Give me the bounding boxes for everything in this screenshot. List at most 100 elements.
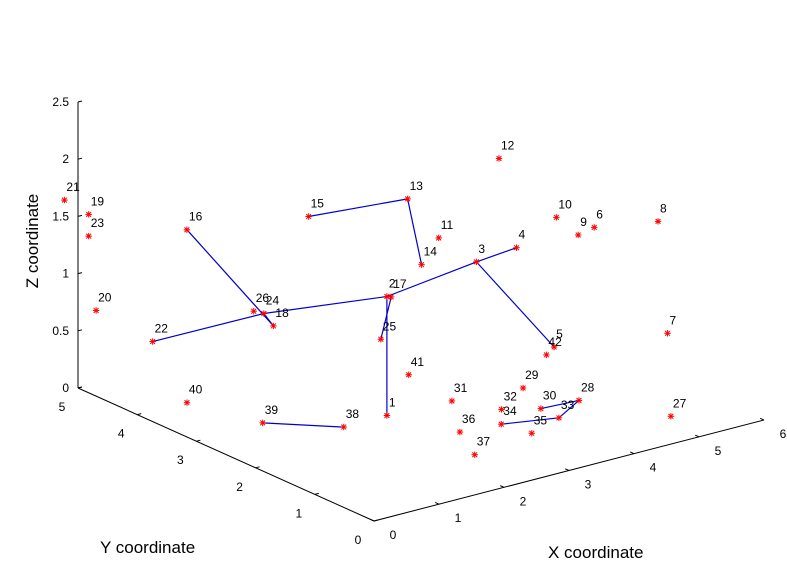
y-tick-label: 5: [59, 400, 66, 414]
point-42: [543, 351, 550, 359]
edge-2-24: [263, 295, 387, 315]
point-34: [498, 420, 505, 428]
x-tick-label: 6: [780, 427, 787, 441]
x-tick-label: 4: [650, 461, 657, 475]
edge-17-25: [380, 296, 392, 340]
point-label-38: 38: [346, 407, 360, 421]
point-labels: 1234567891011121314151617181920212223242…: [66, 138, 686, 448]
point-label-24: 24: [266, 294, 280, 308]
y-tick-label: 2: [236, 480, 243, 494]
point-label-4: 4: [519, 228, 526, 242]
z-tick-label: 1: [62, 267, 69, 281]
x-tick-label: 5: [715, 444, 722, 458]
x-tick-mark: [434, 502, 440, 505]
point-35: [528, 430, 535, 437]
point-label-35: 35: [534, 413, 548, 427]
edge-18-16: [186, 229, 274, 327]
point-13: [404, 195, 411, 203]
y-tick-label: 4: [118, 427, 125, 441]
point-29: [519, 384, 527, 392]
x-tick-label: 3: [585, 478, 592, 492]
point-14: [418, 261, 425, 268]
z-tick-label: 2: [62, 152, 69, 166]
point-30: [537, 405, 545, 412]
edge-33-34: [501, 417, 559, 425]
point-label-12: 12: [501, 138, 515, 152]
point-label-37: 37: [477, 435, 491, 449]
point-label-30: 30: [543, 389, 557, 403]
point-40: [183, 399, 191, 406]
point-label-21: 21: [66, 180, 80, 194]
y-tick-mark: [373, 519, 379, 522]
point-label-18: 18: [275, 306, 289, 320]
point-label-11: 11: [441, 218, 454, 232]
point-11: [435, 234, 442, 242]
point-label-14: 14: [424, 245, 438, 259]
point-label-6: 6: [596, 207, 603, 221]
point-21: [61, 196, 68, 204]
point-17: [387, 293, 395, 301]
point-label-16: 16: [189, 210, 203, 224]
point-31: [448, 397, 456, 405]
point-20: [92, 307, 100, 314]
point-9: [575, 231, 582, 239]
point-18: [270, 322, 277, 330]
point-39: [259, 419, 266, 427]
point-label-3: 3: [478, 242, 485, 256]
z-tick-mark: [77, 272, 83, 275]
z-tick-mark: [77, 157, 83, 160]
edge-13-14: [407, 198, 423, 265]
y-tick-label: 3: [177, 453, 184, 467]
z-tick-label: 2.5: [52, 95, 69, 109]
y-tick-mark: [255, 466, 260, 469]
x-axis-ticks: 0 1 2 3 4 5 6: [369, 417, 787, 542]
z-tick-label: 0: [62, 381, 69, 395]
x-tick-label: 1: [455, 511, 462, 525]
z-tick-mark: [77, 214, 83, 217]
point-10: [553, 214, 560, 221]
point-label-8: 8: [660, 201, 667, 215]
point-label-9: 9: [580, 215, 587, 229]
point-label-1: 1: [389, 396, 396, 410]
point-23: [85, 232, 92, 240]
point-7: [664, 330, 671, 337]
x-axis-label: X coordinate: [548, 543, 643, 562]
y-tick-label: 1: [295, 506, 302, 520]
point-label-41: 41: [411, 355, 425, 369]
y-tick-mark: [314, 492, 319, 495]
points: [61, 155, 675, 458]
point-label-10: 10: [558, 197, 572, 211]
x-tick-mark: [629, 451, 635, 455]
point-16: [183, 226, 191, 233]
point-label-39: 39: [265, 403, 279, 417]
point-6: [591, 224, 598, 231]
x-tick-mark: [564, 468, 570, 471]
point-label-36: 36: [462, 412, 476, 426]
point-label-34: 34: [503, 404, 517, 418]
point-37: [471, 451, 478, 458]
x-tick-label: 0: [390, 528, 397, 542]
edge-3-4: [476, 247, 517, 263]
y-tick-label: 0: [355, 533, 362, 547]
edge-30-28: [540, 399, 580, 410]
z-tick-mark: [77, 100, 83, 103]
point-label-17: 17: [393, 277, 407, 291]
point-25: [377, 336, 385, 343]
y-axis-label: Y coordinate: [100, 538, 195, 557]
x-tick-label: 2: [520, 494, 527, 508]
point-label-25: 25: [383, 319, 397, 333]
y-axis-line: [77, 387, 375, 522]
point-12: [495, 155, 503, 162]
point-28: [575, 397, 583, 404]
point-label-26: 26: [256, 291, 270, 305]
point-5: [550, 343, 558, 351]
z-tick-label: 1.5: [52, 209, 69, 223]
point-label-2: 2: [389, 277, 396, 291]
edge-15-13: [308, 198, 408, 218]
point-label-29: 29: [525, 368, 539, 382]
point-24: [260, 310, 268, 317]
point-label-5: 5: [556, 327, 563, 341]
point-27: [667, 413, 675, 420]
edge-3-5: [475, 261, 555, 348]
